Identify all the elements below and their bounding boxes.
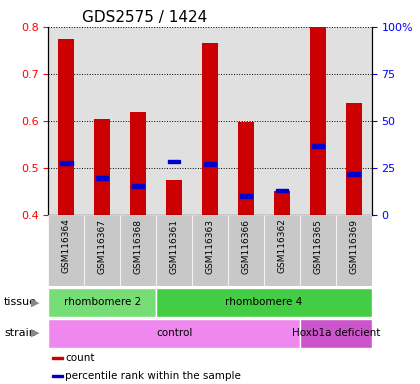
Bar: [168, 159, 180, 163]
Text: GSM116362: GSM116362: [277, 218, 286, 273]
Text: GSM116364: GSM116364: [62, 218, 71, 273]
Bar: [48, 319, 300, 348]
Bar: [60, 161, 73, 165]
Bar: [300, 319, 372, 348]
Bar: [240, 194, 252, 198]
Bar: [48, 215, 84, 286]
Text: tissue: tissue: [4, 297, 37, 308]
Bar: [264, 215, 300, 286]
Bar: [94, 119, 110, 215]
Bar: [274, 190, 290, 215]
Bar: [202, 43, 218, 215]
Text: rhombomere 2: rhombomere 2: [63, 297, 141, 308]
Bar: [130, 112, 146, 215]
Text: ▶: ▶: [32, 297, 40, 308]
Bar: [347, 172, 360, 175]
Bar: [346, 103, 362, 215]
Text: GSM116365: GSM116365: [313, 218, 322, 273]
Text: ▶: ▶: [32, 328, 40, 338]
Text: GSM116369: GSM116369: [349, 218, 358, 273]
Text: strain: strain: [4, 328, 36, 338]
Bar: [192, 215, 228, 286]
Bar: [96, 176, 108, 180]
Text: rhombomere 4: rhombomere 4: [225, 297, 302, 308]
Bar: [156, 288, 372, 317]
Bar: [156, 215, 192, 286]
Bar: [310, 27, 326, 215]
Bar: [276, 189, 288, 192]
Text: GSM116363: GSM116363: [205, 218, 215, 273]
Text: Hoxb1a deficient: Hoxb1a deficient: [291, 328, 380, 338]
Bar: [336, 215, 372, 286]
Text: count: count: [65, 353, 94, 362]
Bar: [300, 215, 336, 286]
Bar: [84, 215, 120, 286]
Bar: [312, 144, 324, 148]
Bar: [238, 122, 254, 215]
Bar: [58, 39, 74, 215]
Text: control: control: [156, 328, 192, 338]
Bar: [48, 288, 156, 317]
Bar: [132, 184, 144, 188]
Text: percentile rank within the sample: percentile rank within the sample: [65, 371, 241, 381]
Bar: [204, 162, 216, 166]
Bar: [52, 374, 63, 377]
Text: GSM116366: GSM116366: [241, 218, 250, 273]
Text: GSM116367: GSM116367: [98, 218, 107, 273]
Text: GDS2575 / 1424: GDS2575 / 1424: [82, 10, 207, 25]
Text: GSM116361: GSM116361: [170, 218, 178, 273]
Bar: [52, 357, 63, 359]
Bar: [166, 180, 182, 215]
Bar: [120, 215, 156, 286]
Bar: [228, 215, 264, 286]
Text: GSM116368: GSM116368: [134, 218, 143, 273]
